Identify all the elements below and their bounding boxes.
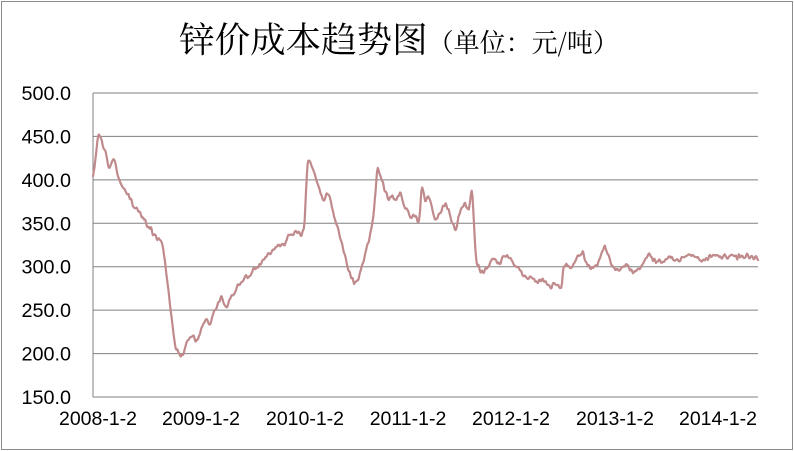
svg-text:400.0: 400.0 (21, 170, 71, 192)
svg-text:2009-1-2: 2009-1-2 (162, 408, 240, 430)
svg-text:2010-1-2: 2010-1-2 (266, 408, 344, 430)
svg-text:200.0: 200.0 (21, 344, 71, 366)
svg-text:150.0: 150.0 (21, 387, 71, 409)
svg-text:2012-1-2: 2012-1-2 (472, 408, 550, 430)
svg-text:350.0: 350.0 (21, 213, 71, 235)
svg-text:2008-1-2: 2008-1-2 (59, 408, 137, 430)
svg-text:500.0: 500.0 (21, 83, 71, 105)
svg-text:450.0: 450.0 (21, 126, 71, 148)
svg-text:2013-1-2: 2013-1-2 (576, 408, 654, 430)
svg-text:250.0: 250.0 (21, 300, 71, 322)
svg-text:2014-1-2: 2014-1-2 (679, 408, 757, 430)
svg-text:2011-1-2: 2011-1-2 (370, 408, 447, 430)
svg-text:300.0: 300.0 (21, 257, 71, 279)
